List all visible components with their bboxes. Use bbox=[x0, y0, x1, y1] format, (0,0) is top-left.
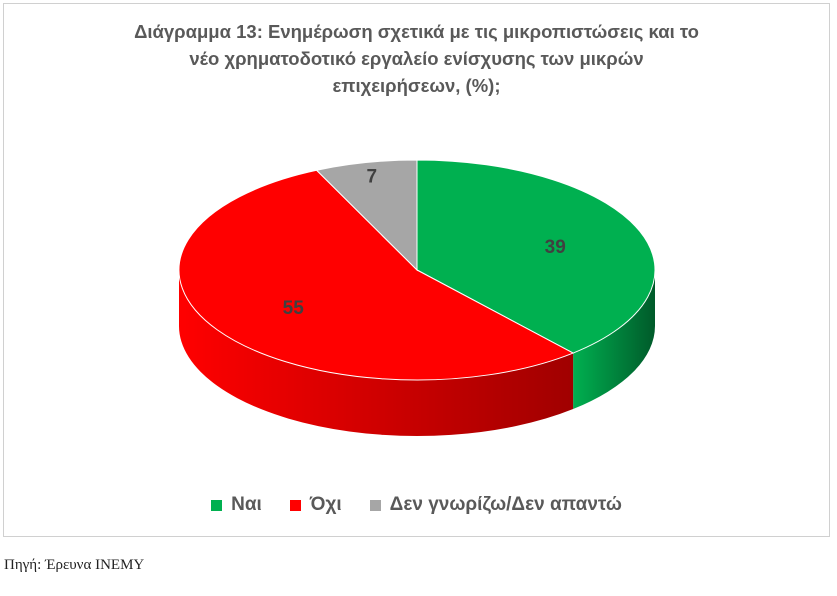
pie-side-yes bbox=[573, 270, 655, 410]
pie-chart: 39 55 7 bbox=[178, 159, 656, 437]
pie-sides bbox=[179, 270, 655, 437]
chart-title-line-2: νέο χρηματοδοτικό εργαλείο ενίσχυσης των… bbox=[189, 48, 644, 69]
legend-swatch-dont-know bbox=[369, 499, 381, 511]
legend-item-yes: Ναι bbox=[211, 494, 262, 516]
legend-swatch-no bbox=[289, 499, 301, 511]
pie-slice-no bbox=[178, 169, 575, 381]
data-label-no: 55 bbox=[283, 298, 305, 319]
pie-slice-dont-know bbox=[315, 159, 418, 272]
data-label-yes: 39 bbox=[545, 237, 566, 258]
chart-title: Διάγραμμα 13: Ενημέρωση σχετικά με τις μ… bbox=[4, 18, 829, 99]
pie-slice-yes bbox=[416, 159, 656, 354]
legend-item-dont-know: Δεν γνωρίζω/Δεν απαντώ bbox=[369, 494, 622, 516]
legend: Ναι Όχι Δεν γνωρίζω/Δεν απαντώ bbox=[4, 494, 829, 516]
pie-side-no bbox=[179, 270, 574, 437]
chart-frame: Διάγραμμα 13: Ενημέρωση σχετικά με τις μ… bbox=[3, 3, 830, 537]
data-label-dont-know: 7 bbox=[366, 166, 377, 187]
legend-label-yes: Ναι bbox=[231, 494, 262, 515]
chart-title-line-3: επιχειρήσεων, (%); bbox=[332, 75, 501, 96]
legend-swatch-yes bbox=[211, 499, 223, 511]
legend-label-no: Όχι bbox=[309, 494, 342, 515]
legend-label-dont-know: Δεν γνωρίζω/Δεν απαντώ bbox=[389, 494, 622, 515]
source-note: Πηγή: Έρευνα ΙΝΕΜΥ bbox=[4, 557, 145, 573]
chart-title-line-1: Διάγραμμα 13: Ενημέρωση σχετικά με τις μ… bbox=[134, 21, 699, 42]
legend-item-no: Όχι bbox=[289, 494, 342, 516]
